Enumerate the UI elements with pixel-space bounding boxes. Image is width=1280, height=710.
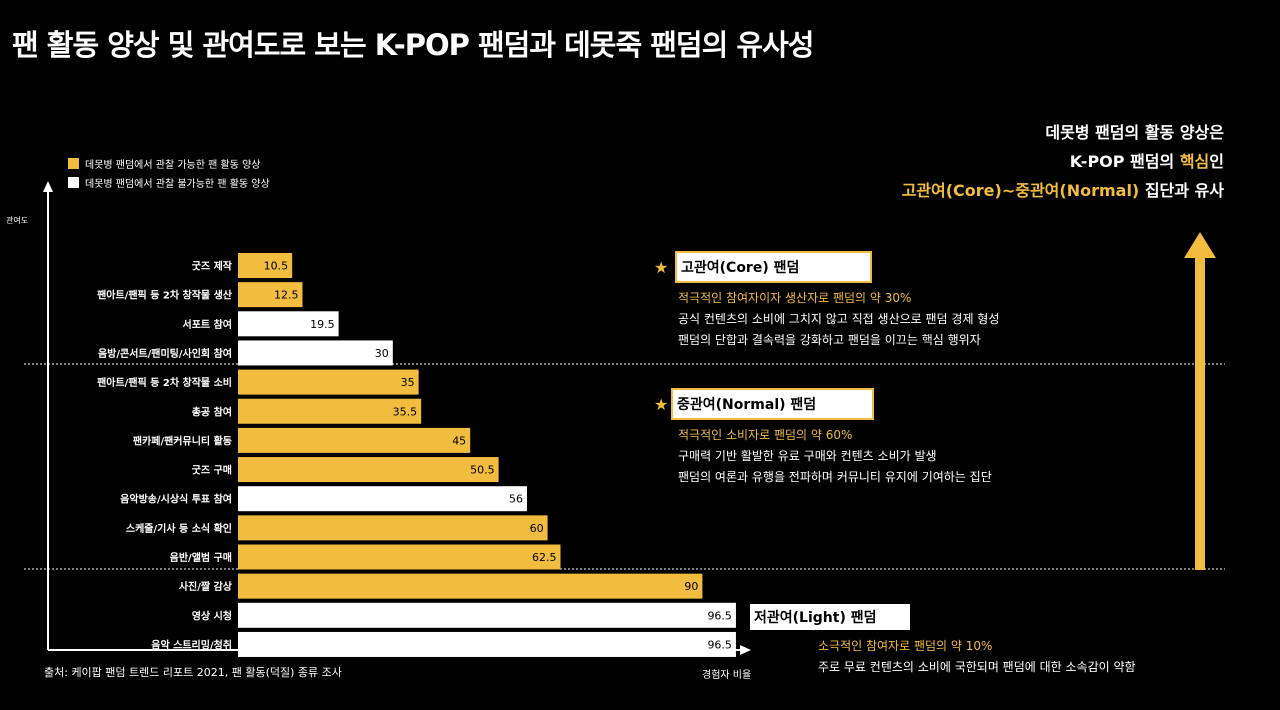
bar-8 (238, 486, 527, 512)
value-label-6: 45 (452, 434, 466, 447)
category-label-8: 음악방송/시상식 투표 참여 (120, 493, 232, 506)
bar-13 (238, 631, 736, 657)
category-label-9: 스케줄/기사 등 소식 확인 (126, 522, 232, 535)
bar-2 (238, 311, 339, 337)
legend-label-unobservable: 데못병 팬덤에서 관찰 불가능한 팬 활동 양상 (85, 179, 270, 190)
bar-0 (238, 253, 293, 278)
value-label-2: 19.5 (310, 318, 335, 331)
summary-line-3a: 고관여(Core)~중관여(Normal) (901, 181, 1140, 200)
summary-text: 데못병 팬덤의 활동 양상은 K-POP 팬덤의 핵심인 고관여(Core)~중… (902, 118, 1224, 205)
value-label-13: 96.5 (707, 638, 732, 651)
category-label-0: 굿즈 제작 (192, 260, 233, 273)
normal-group-desc: 적극적인 소비자로 팬덤의 약 60% 구매력 기반 활발한 유료 구매와 컨텐… (678, 425, 992, 488)
bar-10 (238, 544, 561, 570)
normal-highlight: 적극적인 소비자로 팬덤의 약 60% (678, 428, 853, 442)
value-label-9: 60 (530, 522, 544, 535)
core-star-icon: ★ (654, 258, 669, 277)
legend-label-observable: 데못병 팬덤에서 관찰 가능한 팬 활동 양상 (85, 160, 261, 171)
value-label-12: 96.5 (707, 609, 732, 622)
value-label-4: 35 (401, 376, 415, 389)
bar-6 (238, 427, 471, 453)
bar-5 (238, 398, 422, 424)
value-label-8: 56 (509, 493, 523, 506)
legend-item-observable: 데못병 팬덤에서 관찰 가능한 팬 활동 양상 (68, 156, 260, 171)
value-label-0: 10.5 (264, 260, 289, 273)
summary-line-3b: 집단과 유사 (1139, 181, 1224, 200)
category-label-5: 총공 참여 (192, 405, 232, 418)
legend-item-unobservable: 데못병 팬덤에서 관찰 불가능한 팬 활동 양상 (68, 175, 270, 190)
summary-line-3: 고관여(Core)~중관여(Normal) 집단과 유사 (902, 176, 1224, 205)
normal-star-icon: ★ (654, 395, 669, 414)
increasing-arrow-icon (1184, 232, 1216, 570)
bar-1 (238, 282, 303, 308)
x-axis-arrow-icon (740, 645, 751, 655)
summary-line-2a: K-POP 팬덤의 (1069, 152, 1180, 171)
bar-12 (238, 602, 736, 628)
value-label-7: 50.5 (470, 464, 495, 477)
normal-desc-line-2: 팬덤의 여론과 유행을 전파하며 커뮤니티 유지에 기여하는 집단 (678, 470, 992, 484)
category-label-2: 서포트 참여 (183, 318, 232, 331)
core-group-label: 고관여(Core) 팬덤 (675, 251, 872, 283)
bar-3 (238, 340, 393, 366)
bar-7 (238, 457, 499, 483)
light-desc-line-1: 주로 무료 컨텐츠의 소비에 국한되며 팬덤에 대한 소속감이 약함 (818, 660, 1136, 674)
category-label-6: 팬카페/팬커뮤니티 활동 (133, 434, 232, 447)
bar-9 (238, 515, 548, 541)
category-label-12: 영상 시청 (192, 609, 232, 622)
value-label-5: 35.5 (393, 405, 418, 418)
page-title: 팬 활동 양상 및 관여도로 보는 K-POP 팬덤과 데못죽 팬덤의 유사성 (12, 28, 814, 62)
light-group-label: 저관여(Light) 팬덤 (750, 604, 910, 630)
summary-line-2b: 핵심 (1179, 152, 1210, 171)
value-label-11: 90 (684, 580, 698, 593)
legend-swatch-gold (68, 158, 79, 169)
y-axis-arrow-icon (43, 181, 53, 192)
category-label-11: 사진/짤 감상 (179, 580, 233, 593)
category-label-10: 음반/앨범 구매 (170, 551, 232, 564)
source-note: 출처: 케이팝 팬덤 트렌드 리포트 2021, 팬 활동(덕질) 종류 조사 (44, 666, 342, 679)
legend-swatch-white (68, 177, 79, 188)
x-axis-label: 경험자 비율 (702, 670, 752, 681)
category-label-13: 음악 스트리밍/청취 (151, 638, 232, 651)
light-highlight: 소극적인 참여자로 팬덤의 약 10% (818, 639, 993, 653)
normal-desc-line-1: 구매력 기반 활발한 유료 구매와 컨텐츠 소비가 발생 (678, 449, 937, 463)
bar-11 (238, 573, 703, 599)
value-label-10: 62.5 (532, 551, 557, 564)
category-label-1: 팬아트/팬픽 등 2차 창작물 생산 (97, 289, 233, 302)
category-label-4: 팬아트/팬픽 등 2차 창작물 소비 (97, 376, 232, 389)
summary-line-2c: 인 (1209, 152, 1224, 171)
normal-group-label: 중관여(Normal) 팬덤 (671, 388, 874, 420)
value-label-1: 12.5 (274, 289, 299, 302)
core-desc-line-2: 팬덤의 단합과 결속력을 강화하고 팬덤을 이끄는 핵심 행위자 (678, 333, 981, 347)
value-label-3: 30 (375, 347, 389, 360)
y-axis-label: 관여도 (6, 216, 29, 225)
light-group-desc: 소극적인 참여자로 팬덤의 약 10% 주로 무료 컨텐츠의 소비에 국한되며 … (818, 636, 1136, 678)
bar-4 (238, 369, 419, 395)
core-desc-line-1: 공식 컨텐츠의 소비에 그치지 않고 직접 생산으로 팬덤 경제 형성 (678, 312, 1000, 326)
category-label-7: 굿즈 구매 (192, 464, 232, 477)
core-group-desc: 적극적인 참여자이자 생산자로 팬덤의 약 30% 공식 컨텐츠의 소비에 그치… (678, 288, 999, 351)
summary-line-2: K-POP 팬덤의 핵심인 (902, 147, 1224, 176)
summary-line-1: 데못병 팬덤의 활동 양상은 (1045, 123, 1224, 142)
category-label-3: 음방/콘서트/팬미팅/사인회 참여 (98, 347, 232, 360)
core-highlight: 적극적인 참여자이자 생산자로 팬덤의 약 30% (678, 291, 912, 305)
